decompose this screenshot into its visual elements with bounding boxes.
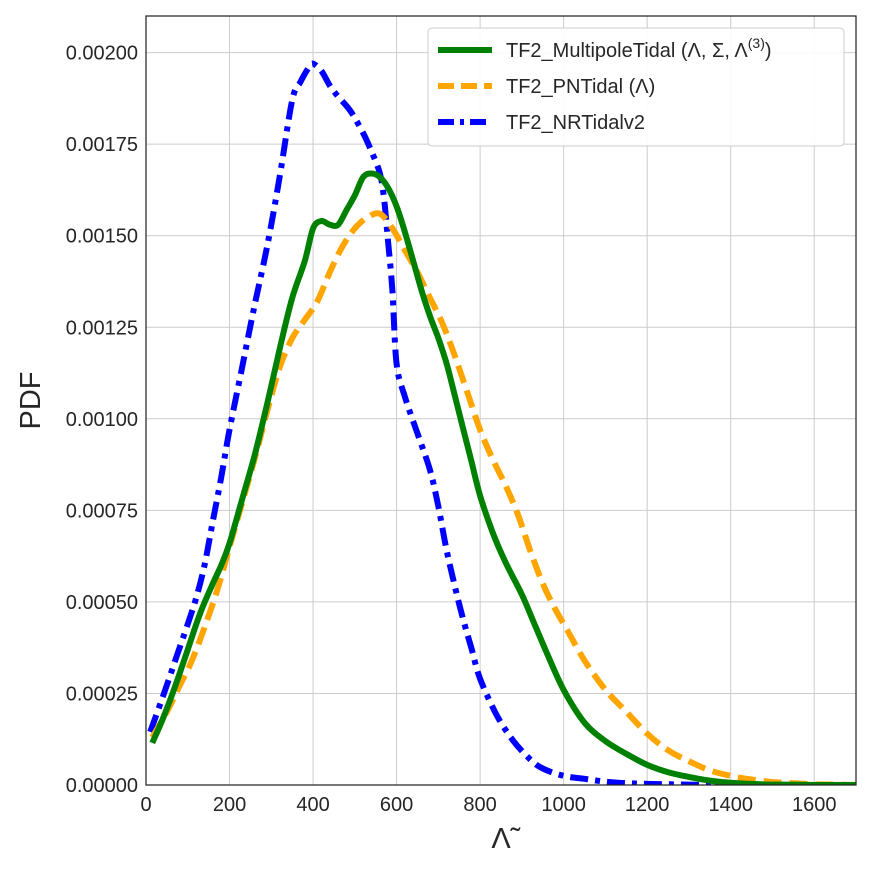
y-tick-label: 0.00000 [66, 775, 138, 797]
legend-label-1: TF2_PNTidal (Λ) [506, 76, 655, 98]
y-tick-label: 0.00025 [66, 683, 138, 705]
series-line-2 [147, 60, 773, 785]
x-tick-label: 1000 [541, 794, 586, 816]
series-line-0 [149, 170, 856, 785]
y-tick-label: 0.00125 [66, 317, 138, 339]
y-tick-label: 0.00075 [66, 500, 138, 522]
y-tick-labels: 0.00000 0.00025 0.00050 0.00075 0.00100 0.001… [66, 43, 138, 797]
x-tick-label: 1400 [708, 794, 753, 816]
y-axis-label: PDF [15, 372, 47, 430]
x-tick-label: 600 [380, 794, 413, 816]
y-tick-label: 0.00100 [66, 409, 138, 431]
legend-label-0: TF2_MultipoleTidal (Λ, Σ, Λ(3)) [506, 35, 772, 62]
legend: TF2_MultipoleTidal (Λ, Σ, Λ(3)) TF2_PNTid… [427, 27, 845, 147]
x-tick-labels: 0 200 400 600 800 1000 1200 1400 1600 [140, 794, 836, 816]
y-tick-label: 0.00200 [66, 43, 138, 65]
x-axis-label: Λ̃ [491, 823, 520, 855]
x-tick-label: 1600 [792, 794, 837, 816]
y-tick-label: 0.00175 [66, 134, 138, 156]
series-layer [147, 60, 856, 785]
x-tick-label: 1200 [625, 794, 670, 816]
plot-frame [145, 15, 857, 786]
y-tick-label: 0.00150 [66, 226, 138, 248]
legend-box [427, 27, 845, 147]
x-tick-label: 800 [463, 794, 496, 816]
legend-label-2: TF2_NRTidalv2 [506, 112, 645, 134]
y-tick-label: 0.00050 [66, 592, 138, 614]
x-tick-label: 200 [213, 794, 246, 816]
x-tick-label: 400 [296, 794, 329, 816]
x-tick-label: 0 [140, 794, 151, 816]
